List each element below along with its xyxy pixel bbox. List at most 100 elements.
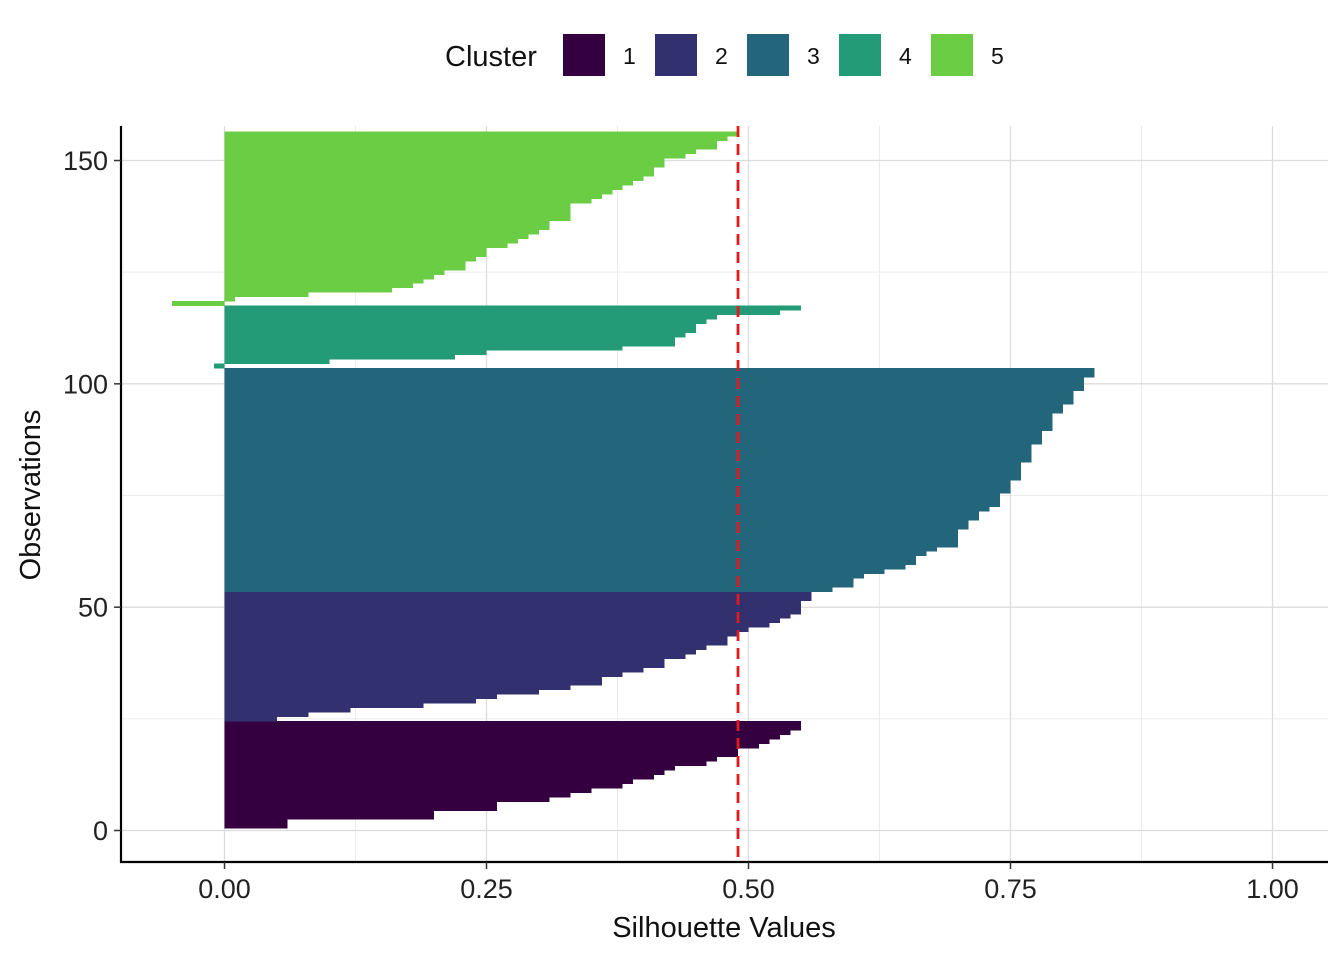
silhouette-bar-cluster-5 (224, 131, 739, 137)
silhouette-bar-cluster-4 (224, 319, 707, 324)
silhouette-bar-cluster-5 (224, 198, 592, 204)
silhouette-bar-cluster-4 (224, 323, 697, 329)
silhouette-bar-cluster-1 (224, 783, 623, 789)
silhouette-bar-cluster-5 (224, 135, 728, 141)
silhouette-bar-cluster-5 (224, 180, 634, 186)
legend-title: Cluster (445, 41, 537, 73)
silhouette-bar-cluster-3 (224, 466, 1021, 472)
silhouette-bar-cluster-3 (224, 417, 1053, 423)
silhouette-bar-cluster-3 (224, 435, 1042, 441)
silhouette-bar-cluster-1 (224, 810, 435, 816)
silhouette-bar-cluster-5 (224, 189, 613, 195)
silhouette-bar-cluster-3 (224, 462, 1021, 467)
silhouette-bar-cluster-2 (224, 654, 686, 659)
silhouette-bar-cluster-3 (224, 453, 1032, 458)
silhouette-bar-cluster-3 (224, 537, 959, 543)
silhouette-bar-cluster-1 (224, 752, 739, 758)
silhouette-bar-cluster-3 (224, 564, 906, 570)
silhouette-bar-cluster-3 (224, 470, 1021, 476)
silhouette-bar-cluster-2 (224, 600, 801, 606)
x-tick-label: 0.50 (722, 874, 775, 904)
silhouette-bar-cluster-3 (224, 457, 1032, 463)
silhouette-bar-cluster-3 (224, 573, 864, 579)
silhouette-bar-cluster-3 (224, 493, 1001, 499)
silhouette-bar-cluster-1 (224, 788, 592, 793)
silhouette-bar-cluster-5 (224, 140, 718, 146)
silhouette-bar-cluster-3 (224, 444, 1032, 449)
silhouette-bar-cluster-4 (214, 363, 225, 369)
silhouette-bar-cluster-5 (224, 220, 550, 226)
legend-label-cluster-1: 1 (623, 43, 636, 69)
silhouette-bar-cluster-2 (224, 640, 728, 646)
silhouette-bar-cluster-3 (224, 569, 885, 575)
x-tick-label: 1.00 (1246, 874, 1299, 904)
silhouette-bar-cluster-1 (224, 819, 288, 825)
y-tick-label: 50 (78, 593, 108, 623)
silhouette-bar-cluster-2 (224, 680, 602, 686)
x-tick-label: 0.25 (460, 874, 513, 904)
silhouette-bar-cluster-3 (224, 529, 959, 534)
silhouette-bar-cluster-4 (224, 310, 780, 315)
silhouette-bar-cluster-5 (224, 153, 686, 159)
silhouette-bar-cluster-5 (224, 144, 718, 150)
silhouette-bar-cluster-5 (224, 238, 518, 244)
legend-label-cluster-2: 2 (715, 43, 728, 69)
silhouette-bar-cluster-2 (224, 663, 665, 668)
silhouette-bar-cluster-1 (224, 814, 435, 820)
silhouette-bar-cluster-1 (224, 792, 571, 798)
silhouette-bar-cluster-4 (224, 359, 330, 365)
silhouette-bar-cluster-1 (224, 743, 759, 749)
legend-label-cluster-5: 5 (991, 43, 1004, 69)
silhouette-bar-cluster-5 (224, 216, 571, 222)
silhouette-bar-cluster-4 (224, 341, 676, 347)
silhouette-bar-cluster-2 (224, 716, 277, 722)
silhouette-bar-cluster-3 (224, 542, 959, 548)
silhouette-bar-cluster-5 (224, 167, 655, 173)
silhouette-bar-cluster-3 (224, 408, 1063, 414)
y-tick-label: 100 (63, 369, 108, 399)
silhouette-bar-cluster-5 (224, 265, 466, 271)
silhouette-bar-cluster-5 (224, 247, 487, 253)
silhouette-bar-cluster-4 (224, 350, 487, 356)
silhouette-bars (172, 131, 1095, 829)
silhouette-bar-cluster-2 (224, 591, 812, 597)
silhouette-bar-cluster-3 (224, 412, 1053, 418)
silhouette-bar-cluster-5 (224, 269, 445, 275)
silhouette-bar-cluster-3 (224, 524, 969, 530)
silhouette-bar-cluster-3 (224, 511, 980, 516)
silhouette-bar-cluster-2 (224, 689, 539, 695)
silhouette-bar-cluster-3 (224, 430, 1042, 436)
silhouette-bar-cluster-2 (224, 613, 791, 619)
silhouette-bar-cluster-2 (224, 658, 665, 664)
x-tick-label: 0.00 (198, 874, 251, 904)
silhouette-bar-cluster-5 (224, 278, 424, 284)
axes (119, 126, 1328, 864)
silhouette-bar-cluster-2 (224, 707, 351, 713)
x-tick-label: 0.75 (984, 874, 1037, 904)
silhouette-bar-cluster-2 (224, 676, 602, 682)
silhouette-bar-cluster-3 (224, 582, 854, 588)
silhouette-bar-cluster-3 (224, 515, 980, 521)
silhouette-bar-cluster-3 (224, 497, 1001, 503)
silhouette-bar-cluster-3 (224, 546, 938, 552)
silhouette-bar-cluster-2 (224, 703, 424, 709)
silhouette-bar-cluster-2 (224, 618, 780, 624)
silhouette-bar-cluster-5 (224, 274, 435, 280)
silhouette-bar-cluster-3 (224, 368, 1095, 374)
silhouette-bar-cluster-5 (224, 171, 655, 177)
silhouette-bar-cluster-1 (224, 725, 801, 731)
silhouette-bar-cluster-4 (224, 332, 686, 338)
silhouette-bar-cluster-2 (224, 671, 623, 677)
silhouette-bar-cluster-3 (224, 403, 1063, 409)
silhouette-bar-cluster-5 (224, 162, 665, 168)
silhouette-bar-cluster-1 (224, 721, 801, 726)
y-axis-ticks: 0 50 100 150 (63, 146, 121, 846)
silhouette-bar-cluster-5 (224, 287, 393, 293)
silhouette-bar-cluster-4 (224, 328, 697, 333)
silhouette-bar-cluster-5 (224, 283, 414, 289)
silhouette-bar-cluster-1 (224, 774, 655, 780)
silhouette-bar-cluster-3 (224, 448, 1032, 454)
x-axis-title: Silhouette Values (612, 912, 836, 944)
silhouette-bar-cluster-5 (224, 149, 697, 155)
silhouette-bar-cluster-3 (224, 390, 1074, 396)
